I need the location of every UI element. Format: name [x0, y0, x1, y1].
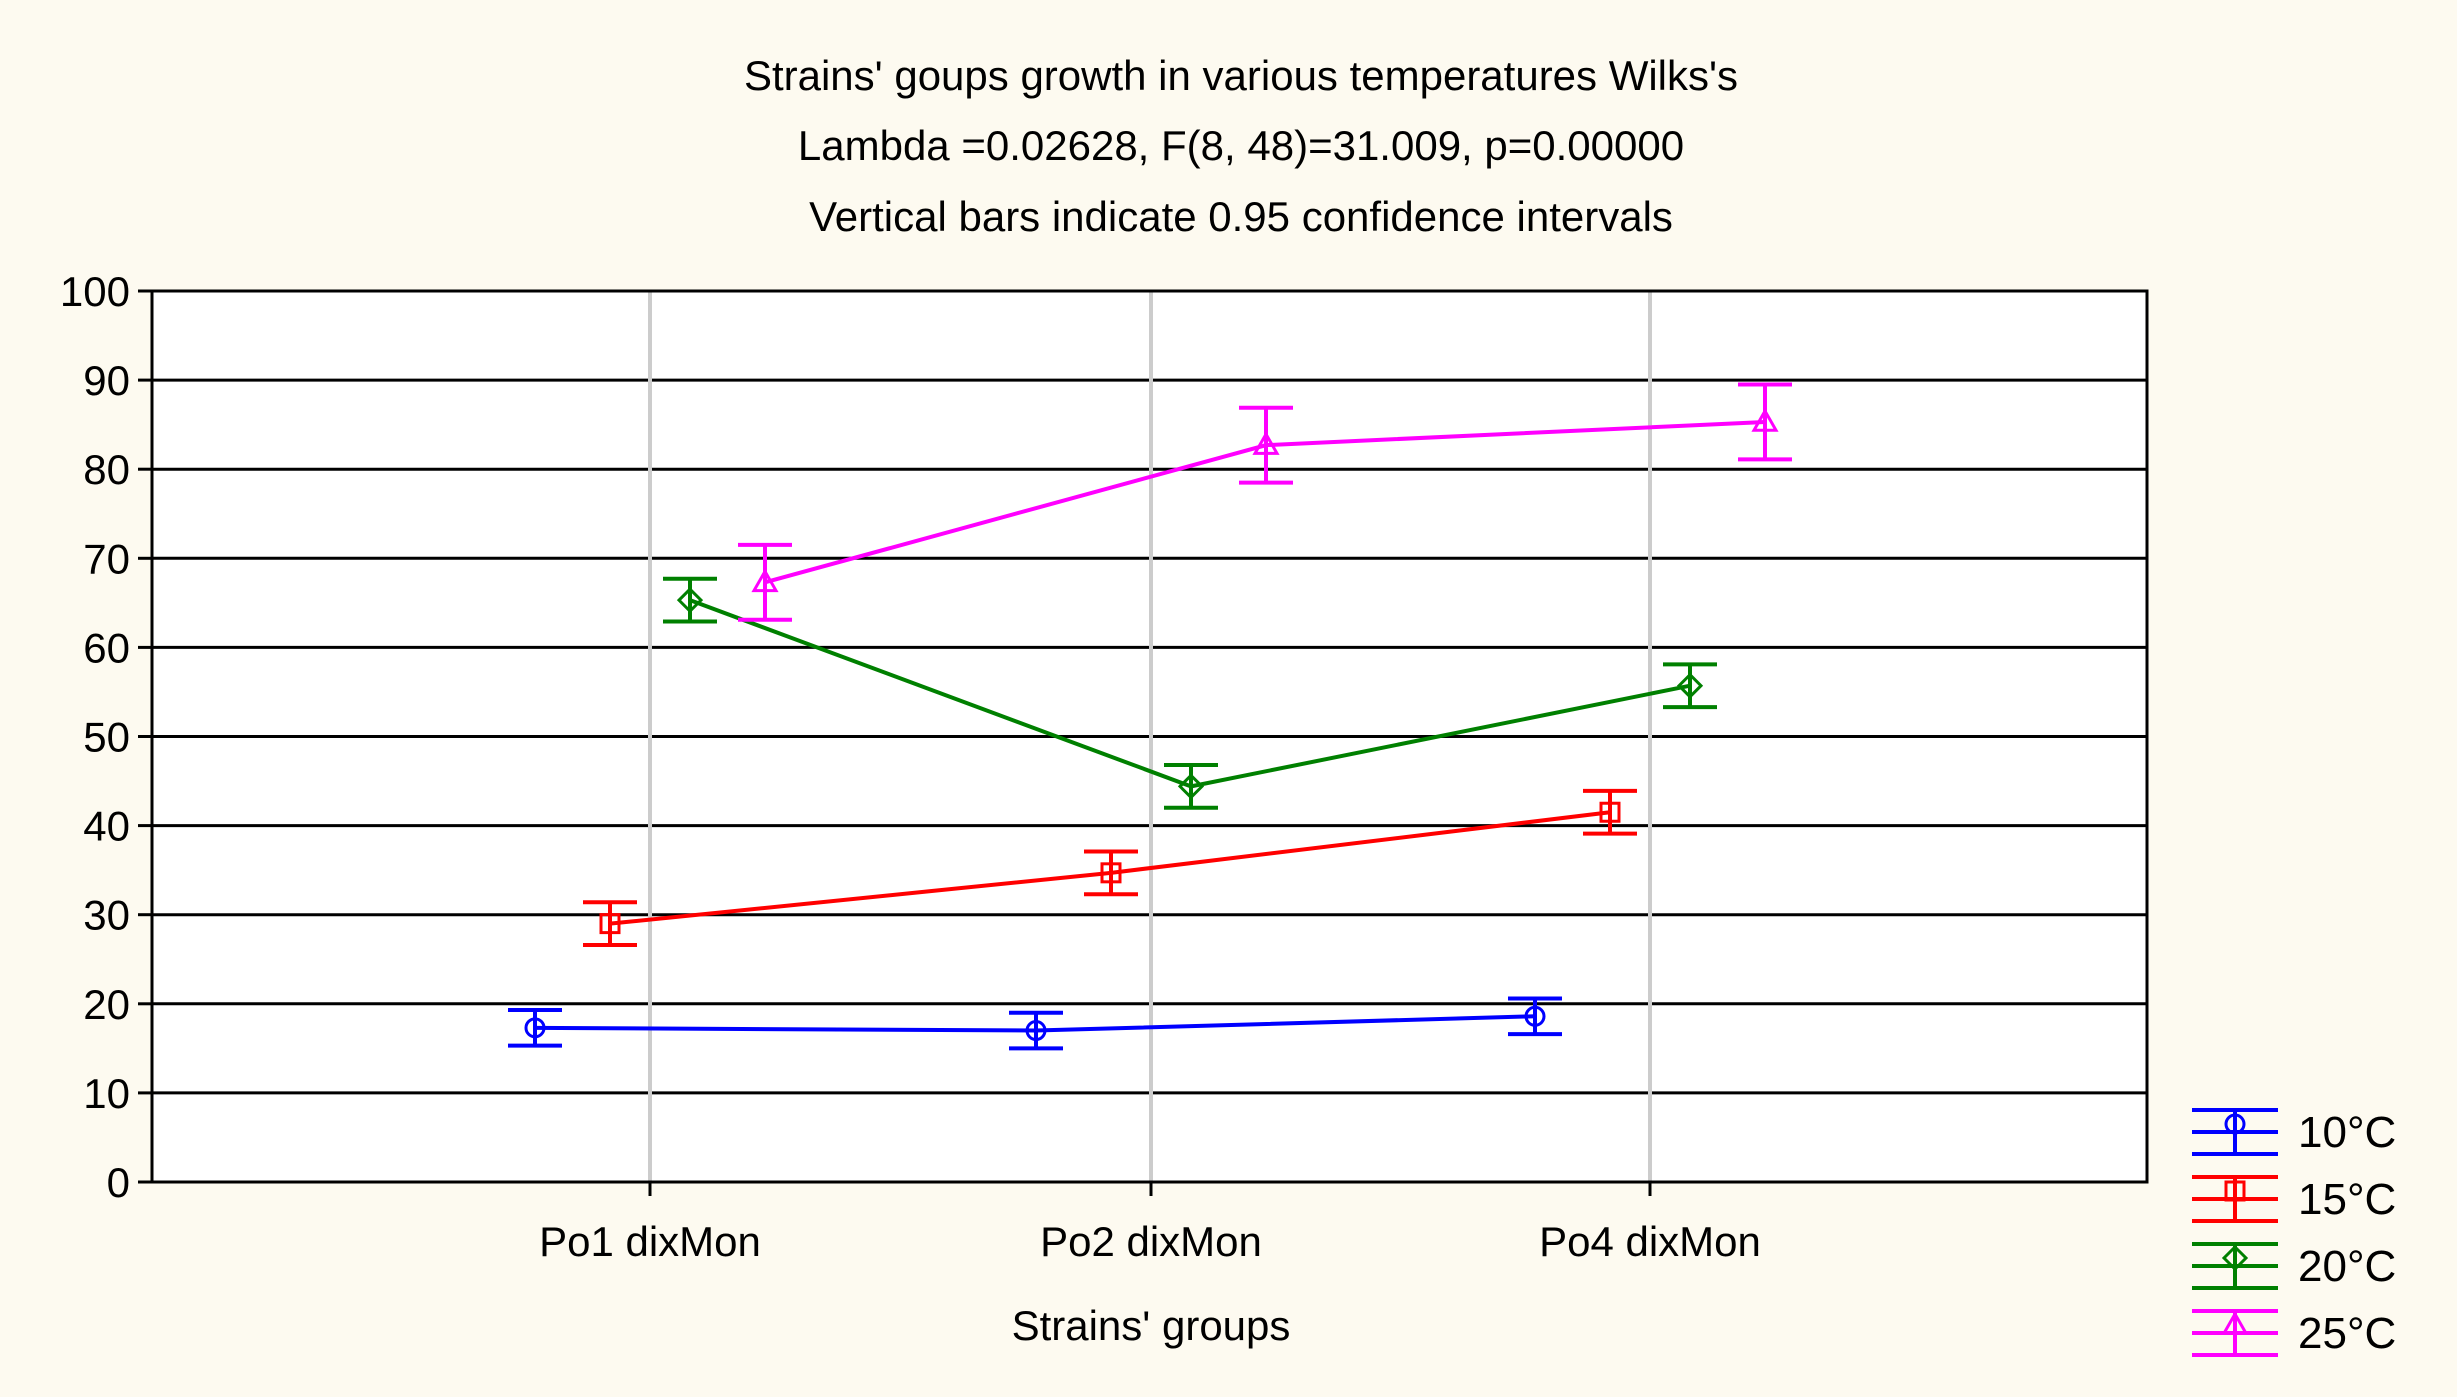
data-point	[1751, 407, 1779, 432]
data-point	[1676, 672, 1704, 699]
data-point	[1252, 431, 1280, 455]
series-2	[663, 576, 1717, 810]
y-tick-label: 70	[83, 535, 130, 582]
legend-label: 10°C	[2298, 1108, 2396, 1157]
y-tick-label: 10	[83, 1070, 130, 1117]
chart-title: Strains' goups growth in various tempera…	[744, 52, 1738, 240]
legend-label: 25°C	[2298, 1309, 2396, 1358]
legend-item: 10°C	[2192, 1108, 2396, 1157]
chart-title-line-3: Vertical bars indicate 0.95 confidence i…	[809, 193, 1673, 240]
axes: 0 10 20 30 40 50 60 70 80 90 100 Po1 dixMon Po2 dixM…	[60, 268, 1761, 1265]
y-tick-label: 40	[83, 803, 130, 850]
y-tick-label: 90	[83, 357, 130, 404]
y-tick-label: 100	[60, 268, 130, 315]
series-0	[508, 996, 1562, 1051]
data-point	[599, 913, 621, 935]
chart-title-line-1: Strains' goups growth in various tempera…	[744, 52, 1738, 99]
x-tick-label: Po2 dixMon	[1040, 1218, 1262, 1265]
y-tick-label: 20	[83, 981, 130, 1028]
x-tick-label: Po1 dixMon	[539, 1218, 761, 1265]
grid-lines	[152, 291, 2147, 1182]
data-point	[1524, 1005, 1546, 1027]
y-tick-label: 30	[83, 892, 130, 939]
data-point	[524, 1017, 546, 1039]
legend: 10°C 15°C 20°C 25°C	[2192, 1108, 2396, 1358]
legend-marker	[2221, 1244, 2249, 1272]
series-layer	[508, 382, 1792, 1051]
chart-title-line-2: Lambda =0.02628, F(8, 48)=31.009, p=0.00…	[798, 122, 1684, 169]
data-point	[1599, 801, 1621, 823]
legend-marker	[2224, 1113, 2246, 1135]
y-tick-label: 50	[83, 714, 130, 761]
data-point	[1100, 862, 1122, 884]
x-axis-label: Strains' groups	[1012, 1302, 1291, 1349]
legend-marker	[2221, 1310, 2249, 1335]
x-tick-label: Po4 dixMon	[1539, 1218, 1761, 1265]
legend-label: 15°C	[2298, 1175, 2396, 1224]
y-tick-label: 60	[83, 624, 130, 671]
y-tick-label: 80	[83, 446, 130, 493]
data-point	[676, 587, 704, 614]
data-point	[1025, 1020, 1047, 1042]
series-1	[583, 788, 1637, 947]
series-3	[738, 382, 1792, 622]
data-point	[751, 568, 779, 593]
legend-item: 25°C	[2192, 1309, 2396, 1358]
legend-label: 20°C	[2298, 1242, 2396, 1291]
legend-marker	[2224, 1180, 2246, 1202]
data-point	[1177, 773, 1205, 800]
y-tick-label: 0	[107, 1159, 130, 1206]
legend-item: 15°C	[2192, 1175, 2396, 1224]
legend-item: 20°C	[2192, 1242, 2396, 1291]
